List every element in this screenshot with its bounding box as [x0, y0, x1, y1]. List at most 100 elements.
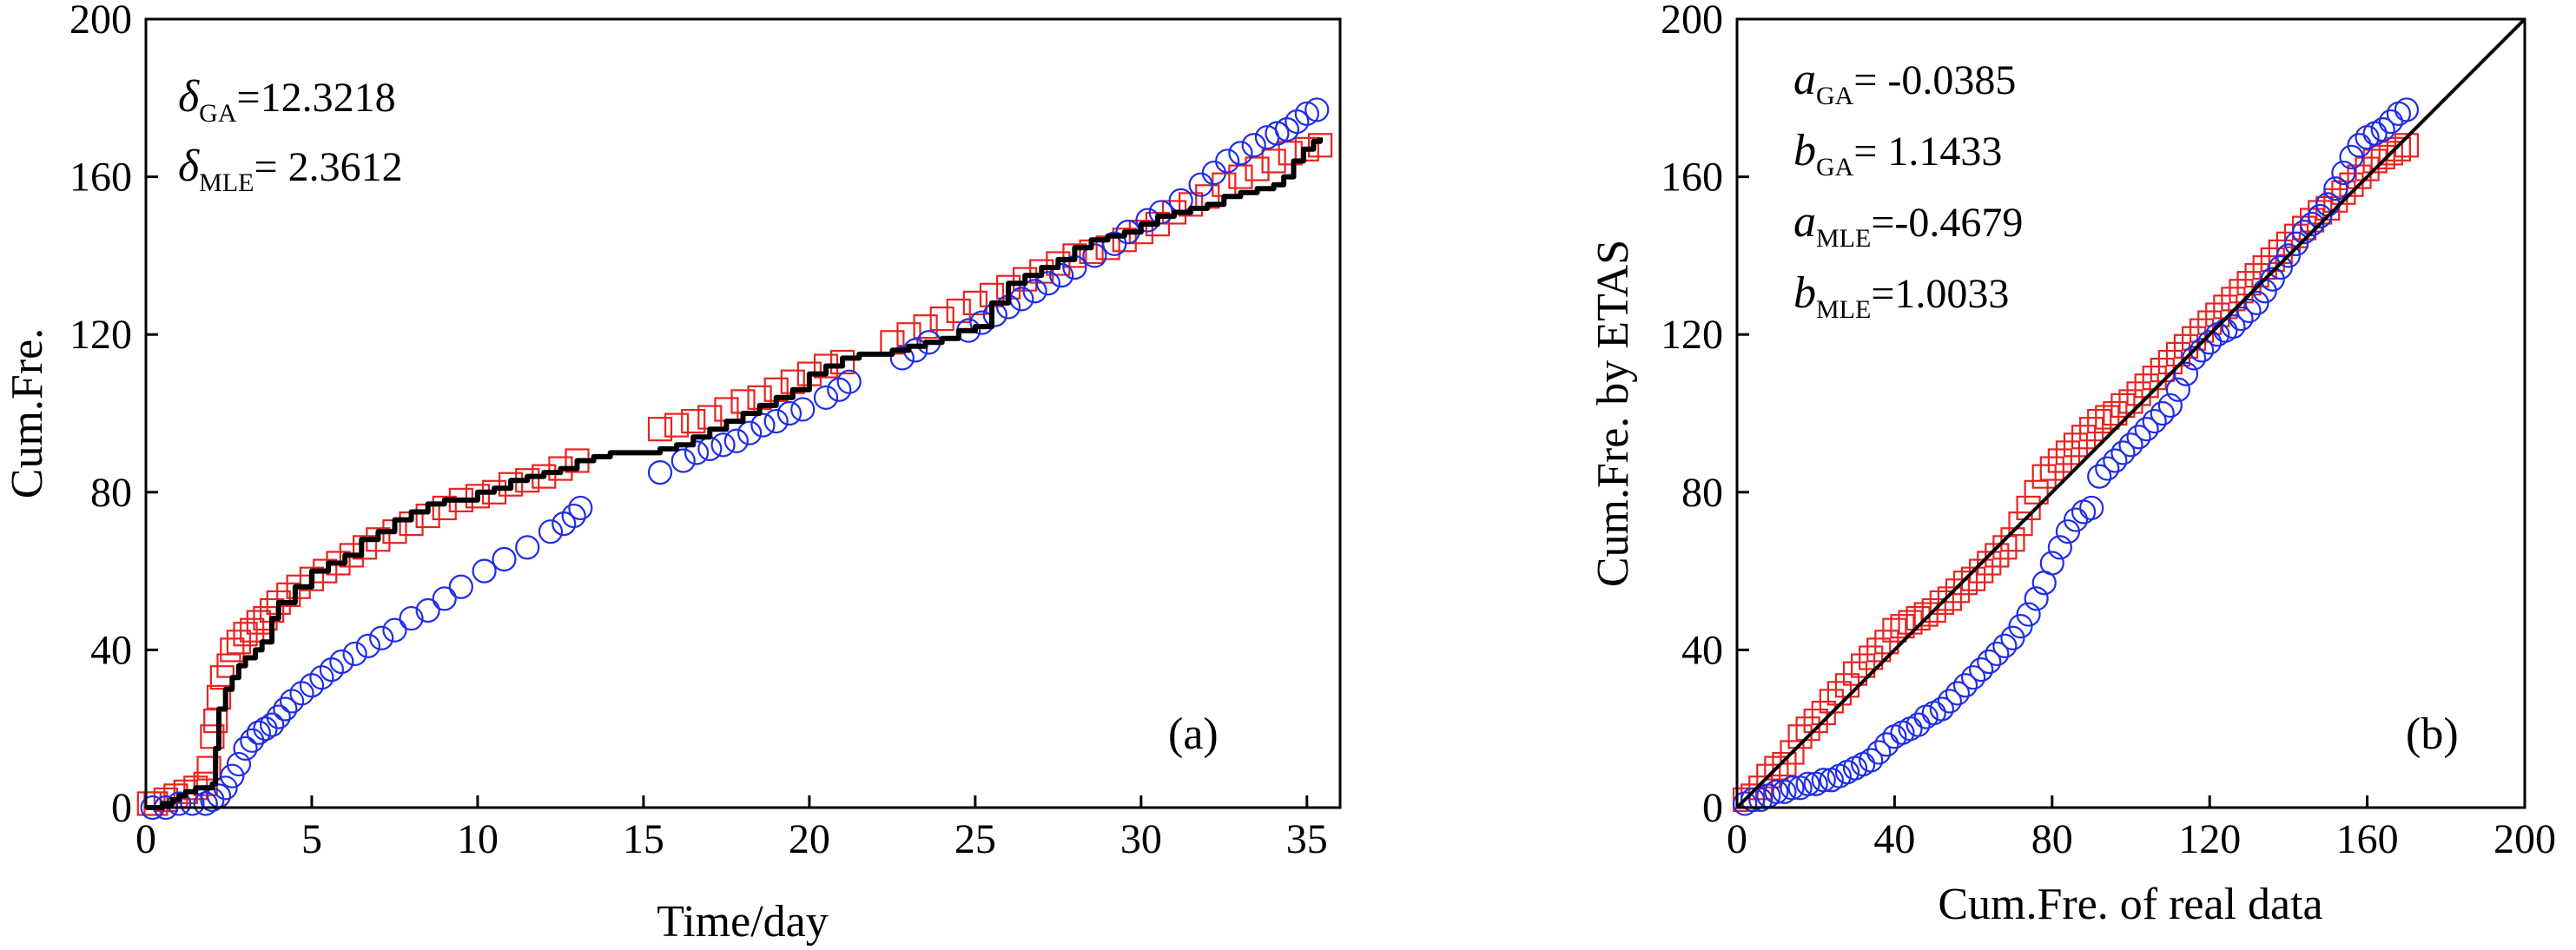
panel-b-mle-point	[2347, 133, 2372, 158]
panel-b-ga-point	[1937, 586, 1962, 611]
panel-b-mle-point	[2008, 614, 2033, 639]
panel-a-ga-point	[465, 484, 491, 509]
panel-b-ga-point	[1851, 653, 1876, 678]
panel-a-mle-point	[240, 728, 265, 753]
panel-b-ga-point	[1842, 661, 1868, 686]
panel-b-ga-point	[2134, 373, 2159, 399]
panel-b-mle-point	[2150, 400, 2175, 426]
panel-b-mle-point	[2118, 432, 2143, 458]
panel-a-ytick-label: 160	[69, 155, 132, 201]
panel-a-ytick-label: 80	[90, 470, 132, 516]
panel-b-ga-point	[2047, 448, 2072, 473]
panel-b-ga-point	[2087, 408, 2112, 434]
panel-b-mle-point	[2095, 456, 2120, 481]
panel-b-mle-point	[2000, 625, 2025, 650]
panel-a-mle-point	[299, 673, 325, 698]
panel-b: 0 40 80 120 160 200 0 40 80 120 160 200 Cum.Fre. of…	[1589, 0, 2556, 929]
panel-a-mle-point	[813, 385, 839, 410]
panel-b-mle-point	[2142, 408, 2167, 434]
panel-b-mle-point	[2181, 346, 2207, 371]
panel-a-mle-point	[369, 625, 394, 650]
panel-a-ga-point	[1228, 164, 1253, 189]
panel-b-ga-point	[1882, 617, 1907, 643]
panel-a-mle-point	[1022, 279, 1047, 304]
panel-b-mle-point	[1795, 771, 1820, 796]
panel-b-mle-point	[2308, 203, 2333, 229]
panel-a-mle-point	[260, 712, 285, 737]
panel-a-mle-point	[1305, 97, 1330, 122]
panel-b-mle-point	[1740, 787, 1766, 813]
panel-b-ticks: 0 40 80 120 160 200 0 40 80 120 160 200	[1661, 0, 2556, 862]
panel-a-mle-point	[836, 369, 862, 394]
panel-b-ytick-label: 80	[1681, 470, 1723, 516]
panel-a-mle-point	[329, 649, 354, 675]
panel-a-mle-point	[684, 440, 710, 465]
panel-b-mle-point	[2260, 267, 2285, 292]
panel-a-ga-point	[1307, 133, 1333, 158]
panel-b-mle-point	[1859, 748, 1884, 773]
panel-b-mle-point	[2283, 231, 2309, 256]
panel-a-ga-point	[913, 314, 938, 340]
panel-b-ga-point	[2394, 133, 2420, 158]
panel-b-ga-point	[2055, 440, 2081, 465]
panel-b-stat: bGA= 1.1433	[1793, 126, 2002, 181]
panel-a-xtick-label: 30	[1120, 816, 1162, 862]
panel-b-ytick-label: 160	[1661, 155, 1723, 201]
panel-b-mle-point	[1945, 681, 1971, 706]
panel-b-mle-point	[2165, 377, 2191, 402]
panel-a-mle-point	[723, 428, 749, 453]
panel-b-ga-point	[1866, 637, 1892, 663]
panel-a-xtick-label: 5	[301, 816, 322, 862]
panel-b-mle-point	[2024, 586, 2049, 611]
panel-b-stat: bMLE=1.0033	[1793, 268, 2009, 324]
panel-a-mle-point	[750, 412, 776, 438]
panel-a-ticks: 0 5 10 15 20 25 30 35 0 40 80 120 160 200	[69, 0, 1328, 862]
panel-b-ga-point	[2000, 527, 2025, 552]
panel-b-ga-point	[1992, 535, 2018, 560]
panel-b-mle-point	[2197, 330, 2223, 355]
panel-a-mle-point	[1082, 243, 1107, 268]
panel-a-mle-point	[515, 535, 540, 560]
panel-b-xlabel: Cum.Fre. of real data	[1938, 880, 2322, 929]
panel-b-tag: (b)	[2406, 709, 2459, 759]
panel-b-mle-point	[1952, 673, 1978, 698]
panel-a-ga-point	[1294, 136, 1319, 162]
panel-b-xtick-label: 40	[1873, 816, 1915, 862]
panel-b-ga-point	[2016, 495, 2041, 521]
panel-b-xtick-label: 120	[2178, 816, 2241, 862]
panel-a-tag: (a)	[1168, 709, 1219, 759]
panel-b-mle-point	[2370, 117, 2395, 142]
panel-b-mle-point	[2134, 417, 2159, 442]
panel-b-marks	[1732, 17, 2526, 816]
panel-a-ga-point	[352, 535, 378, 560]
panel-b-mle-point	[1961, 665, 1986, 690]
panel-b-mle-point	[1780, 775, 1805, 801]
panel-a-ga-point	[299, 566, 325, 591]
panel-a-ytick-label: 120	[69, 312, 132, 358]
panel-a-ga-point	[200, 724, 225, 749]
panel-b-mle-point	[2126, 425, 2151, 450]
panel-a-mle-point	[1215, 148, 1240, 174]
panel-b-mle-point	[2103, 448, 2128, 473]
panel-a-mle-point	[233, 736, 258, 762]
panel-a-ga-point	[1261, 148, 1286, 174]
panel-b-mle-point	[1977, 649, 2002, 675]
panel-b-ga-point	[2008, 511, 2033, 537]
panel-a-xtick-label: 15	[623, 816, 664, 862]
panel-a-mle-point	[279, 689, 305, 714]
panel-b-ga-point	[1780, 740, 1805, 765]
panel-a-ga-point	[647, 417, 673, 442]
panel-b-mle-point	[2079, 495, 2104, 521]
panel-a-mle-point	[193, 791, 218, 816]
panel-b-mle-point	[2244, 290, 2269, 315]
panel-a: 0 5 10 15 20 25 30 35 0 40 80 120 160 200 Time/day Cu…	[3, 0, 1342, 947]
panel-b-stats: aGA= -0.0385 bGA= 1.1433 aMLE=-0.4679 bMLE=…	[1793, 55, 2023, 324]
panel-a-mle-point	[776, 400, 803, 426]
panel-a-mle-point	[309, 665, 334, 690]
panel-b-xtick-label: 160	[2336, 816, 2399, 862]
panel-a-mle-point	[1228, 141, 1253, 166]
panel-b-stat: aMLE=-0.4679	[1793, 197, 2023, 253]
panel-b-ga-point	[1803, 709, 1828, 734]
panel-a-mle-point	[1049, 263, 1074, 288]
